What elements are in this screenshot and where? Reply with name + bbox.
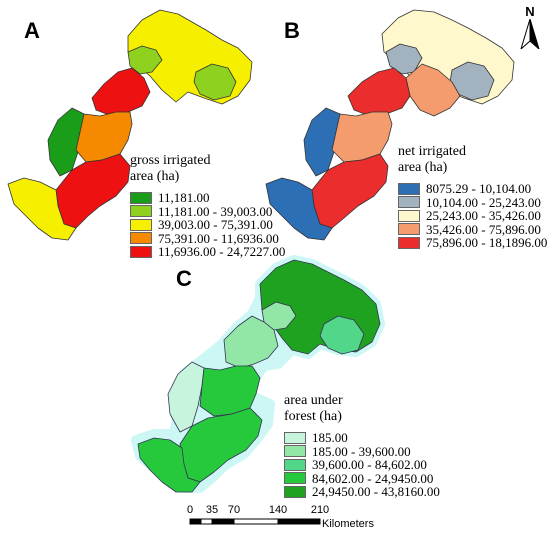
map-a [0,0,270,250]
scale-seg-4 [233,518,279,525]
map-c-district-southwest [137,437,201,493]
legend-a-swatch-3 [130,218,152,231]
legend-a-title-line-1: gross irrigated [130,153,211,168]
legend-c-title: area under forest (ha) [284,393,440,425]
legend-a-title: gross irrigated area (ha) [130,153,285,185]
map-c [128,254,398,504]
panel-a-letter: A [24,18,40,43]
legend-b-label-2: 10,104.00 - 25,243.00 [426,194,541,210]
map-a-district-green-west [47,107,85,177]
legend-a-item-3: 39,003.00 - 75,391.00 [130,218,285,232]
legend-c-label-1: 185.00 [312,430,348,446]
legend-a-item-5: 11,6936.00 - 24,7227.00 [130,245,285,259]
map-c-district-mid-center [199,365,261,417]
map-a-district-green-northwest [127,45,163,75]
legend-b-title: net irrigated area (ha) [398,144,547,176]
legend-a-swatch-1 [130,191,152,204]
map-b-district-grey-northwest [385,43,423,75]
legend-b-label-4: 35,426.00 - 75,896.00 [426,221,541,237]
scale-seg-1 [189,518,202,525]
legend-b-swatch-4 [398,223,420,236]
map-a-district-orange [75,111,133,163]
legend-c: area under forest (ha) 185.00 185.00 - 3… [284,393,440,499]
legend-b-label-3: 25,243.00 - 35,426.00 [426,208,541,224]
legend-c-label-5: 24,9450.00 - 43,8160.00 [312,484,440,500]
scale-tick-0: 0 [186,504,194,516]
map-b-svg [265,9,515,241]
map-c-district-pale-west [167,361,205,433]
legend-b-label-5: 75,896.00 - 18,1896.00 [426,235,548,251]
scale-seg-2 [200,518,213,525]
legend-c-item-2: 185.00 - 39,600.00 [284,443,440,459]
legend-a-label-1: 11,181.00 [158,190,210,206]
map-a-district-green-east [193,63,237,101]
scale-bar-graphic [189,518,321,525]
legend-a: gross irrigated area (ha) 11,181.00 11,1… [130,153,285,259]
legend-c-swatch-4 [284,472,306,485]
map-b-district-blue-west [303,107,341,177]
legend-c-label-4: 84,602.00 - 24,9450.00 [312,470,434,486]
legend-b-item-2: 10,104.00 - 25,243.00 [398,194,547,210]
scale-seg-3 [211,518,235,525]
legend-c-item-4: 84,602.00 - 24,9450.00 [284,470,440,486]
legend-c-swatch-3 [284,458,306,471]
scale-units-label: Kilometers [322,518,374,530]
legend-b-swatch-1 [398,182,420,195]
legend-c-swatch-1 [284,431,306,444]
legend-c-swatch-2 [284,445,306,458]
panel-b-letter: B [284,18,300,43]
legend-a-label-5: 11,6936.00 - 24,7227.00 [158,244,286,260]
map-a-district-red-north [91,67,151,117]
legend-c-item-3: 39,600.00 - 84,602.00 [284,458,440,472]
panel-c-letter: C [176,266,192,291]
legend-b-title-line-1: net irrigated [398,144,467,159]
legend-b-swatch-2 [398,196,420,209]
legend-a-swatch-4 [130,232,152,245]
scale-tick-35: 35 [205,504,219,516]
scale-tick-70: 70 [227,504,241,516]
legend-a-title-line-2: area (ha) [130,169,180,185]
legend-a-label-4: 75,391.00 - 11,6936.00 [158,230,279,246]
north-arrow: N [516,4,544,54]
north-label: N [525,4,535,19]
legend-a-swatch-2 [130,205,152,218]
legend-a-swatch-5 [130,245,152,258]
map-c-svg [131,255,385,493]
map-a-district-yellow-southwest [7,177,77,241]
legend-c-swatch-5 [284,485,306,498]
legend-c-label-3: 39,600.00 - 84,602.00 [312,457,427,473]
legend-b-item-5: 75,896.00 - 18,1896.00 [398,236,547,250]
legend-c-item-1: 185.00 [284,431,440,445]
legend-b-item-1: 8075.29 - 10,104.00 [398,182,547,196]
scale-bar: 0 35 70 140 210 Kilometers [186,504,488,534]
legend-a-item-4: 75,391.00 - 11,6936.00 [130,230,285,246]
map-a-svg [7,9,253,241]
map-b-district-blue-southwest [265,177,333,241]
map-b-district-salmon-north [405,63,461,117]
map-b-district-red-north [347,67,411,117]
legend-a-label-3: 39,003.00 - 75,391.00 [158,217,273,233]
legend-b-swatch-3 [398,209,420,222]
legend-a-item-1: 11,181.00 [130,191,285,205]
legend-b: net irrigated area (ha) 8075.29 - 10,104… [398,144,547,250]
legend-a-label-2: 11,181.00 - 39,003.00 [158,203,273,219]
map-b [262,0,524,250]
legend-b-swatch-5 [398,236,420,249]
legend-c-label-2: 185.00 - 39,600.00 [312,443,411,459]
scale-tick-140: 140 [268,504,288,516]
legend-c-title-line-1: area under [284,393,343,408]
map-c-district-mid-east [319,315,365,355]
legend-b-title-line-2: area (ha) [398,160,448,176]
map-b-district-salmon-center [331,111,393,163]
legend-b-label-1: 8075.29 - 10,104.00 [426,181,532,197]
legend-c-title-line-2: forest (ha) [284,409,342,425]
legend-c-item-5: 24,9450.00 - 43,8160.00 [284,485,440,499]
legend-b-item-3: 25,243.00 - 35,426.00 [398,209,547,223]
legend-a-item-2: 11,181.00 - 39,003.00 [130,203,285,219]
scale-tick-210: 210 [310,504,330,516]
legend-b-item-4: 35,426.00 - 75,896.00 [398,221,547,237]
scale-seg-5 [277,518,321,525]
north-arrow-icon [520,18,540,51]
